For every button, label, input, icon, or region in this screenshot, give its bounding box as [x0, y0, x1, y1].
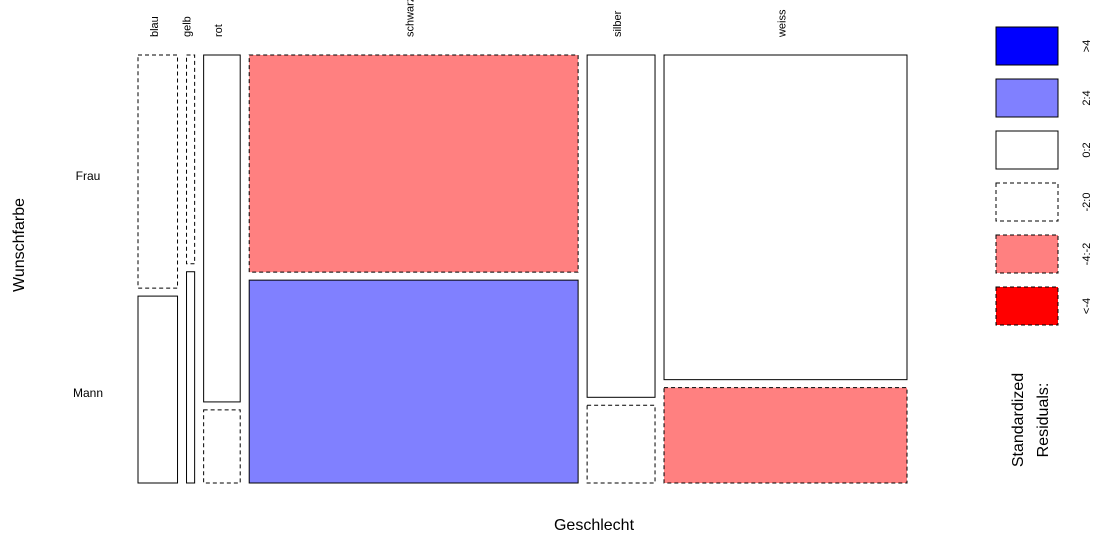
legend-label-5: <-4: [1081, 298, 1093, 314]
tile-mann-weiss: [663, 387, 908, 484]
tile-frau-rot: [203, 54, 241, 403]
tile-frau-silber: [586, 54, 656, 398]
tile-mann-blau: [137, 295, 179, 484]
legend-label-0: >4: [1081, 40, 1093, 53]
legend-label-2: 0:2: [1081, 142, 1093, 157]
legend-label-1: 2:4: [1081, 90, 1093, 105]
legend-title-line-1: Standardized: [1010, 373, 1027, 467]
row-label-frau: Frau: [76, 169, 101, 183]
legend-swatch-1: [995, 78, 1059, 118]
column-label-blau: blau: [149, 16, 161, 37]
tile-mann-gelb: [186, 271, 196, 484]
tile-frau-weiss: [663, 54, 908, 381]
legend-label-4: -4:-2: [1081, 243, 1093, 266]
legend-swatch-0: [995, 26, 1059, 66]
column-label-silber: silber: [612, 10, 624, 37]
column-label-rot: rot: [213, 24, 225, 37]
column-labels: blau gelb rot schwarz silber weiss: [149, 0, 789, 38]
tile-mann-schwarz: [248, 279, 579, 484]
legend-swatch-4: [995, 234, 1059, 274]
tile-mann-rot: [203, 409, 241, 484]
tile-frau-schwarz: [248, 54, 579, 273]
legend: >4 2:4 0:2 -2:0 -4:-2 <-4 Standardized Residu…: [995, 26, 1093, 467]
column-label-weiss: weiss: [777, 9, 789, 38]
column-label-gelb: gelb: [182, 16, 194, 37]
tile-mann-silber: [586, 404, 656, 484]
y-axis-label: Wunschfarbe: [11, 198, 28, 292]
x-axis-label: Geschlecht: [554, 517, 635, 534]
mosaic-tiles: [137, 54, 908, 484]
legend-swatch-2: [995, 130, 1059, 170]
legend-label-3: -2:0: [1081, 193, 1093, 212]
tile-frau-gelb: [186, 54, 196, 265]
row-label-mann: Mann: [73, 386, 103, 400]
tile-frau-blau: [137, 54, 179, 289]
legend-title-line-2: Residuals:: [1035, 383, 1052, 458]
row-labels: Frau Mann: [73, 169, 103, 400]
legend-swatch-5: [995, 286, 1059, 326]
column-label-schwarz: schwarz: [405, 0, 417, 37]
legend-items: >4 2:4 0:2 -2:0 -4:-2 <-4: [995, 26, 1093, 326]
legend-swatch-3: [995, 182, 1059, 222]
